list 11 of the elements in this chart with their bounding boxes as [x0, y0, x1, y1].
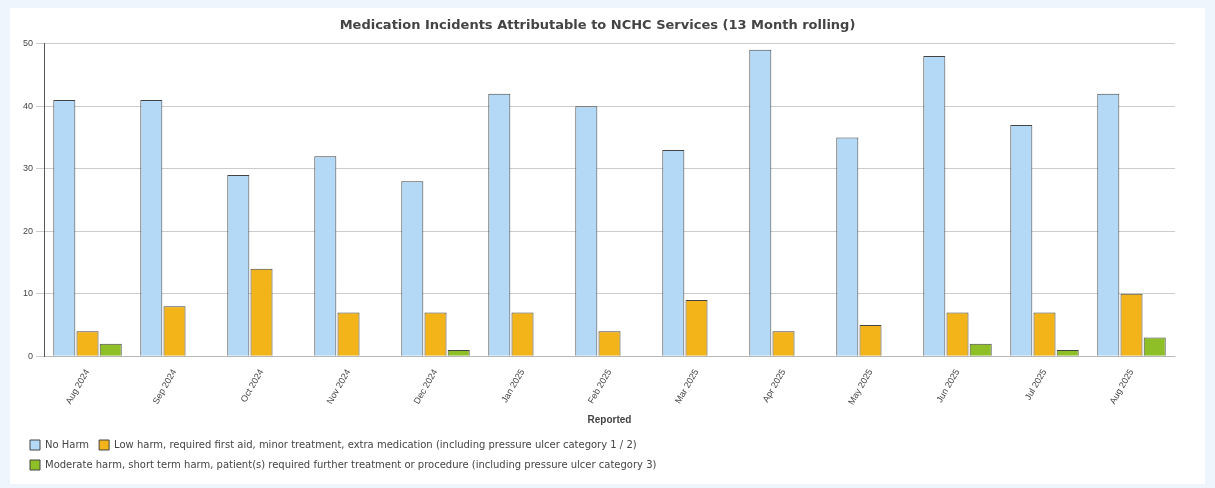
- y-tick-label: 40: [23, 100, 34, 111]
- legend-label: Moderate harm, short term harm, patient(s) required further treatment or procedure (including pressure ulcer category 3): [45, 458, 657, 470]
- y-tick-label: 20: [23, 225, 34, 236]
- x-axis-title: Reported: [587, 413, 632, 425]
- y-tick-label: 0: [28, 350, 34, 361]
- legend-label: No Harm: [45, 438, 90, 450]
- legend-label: Low harm, required first aid, minor treatment, extra medication (including pressure ulcer category 1 / 2): [114, 438, 637, 450]
- y-tick-label: 30: [23, 163, 34, 174]
- chart-title: Medication Incidents Attributable to NCHC Services (13 Month rolling): [339, 17, 856, 33]
- y-tick-label: 50: [23, 38, 34, 49]
- y-tick-label: 10: [23, 288, 34, 299]
